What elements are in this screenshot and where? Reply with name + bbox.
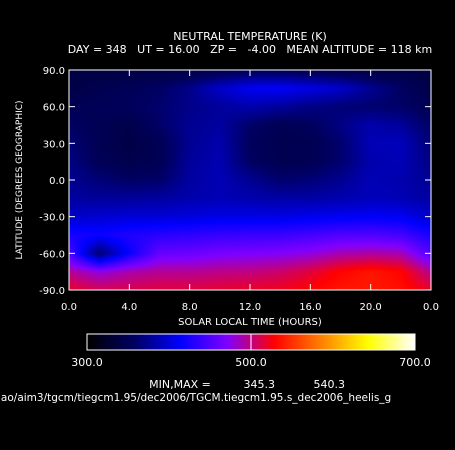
min-value: 345.3 [244, 378, 276, 391]
x-axis-ticks: 0.0 4.0 8.0 12.0 16.0 20.0 0.0 [61, 70, 439, 313]
x-tick-label: 0.0 [61, 302, 77, 313]
y-axis-label: LATITUDE (DEGREES GEOGRAPHIC) [15, 100, 25, 259]
colorbar-tick-label: 700.0 [399, 356, 431, 369]
heatmap-plot-area [69, 70, 431, 290]
colorbar-tick-label: 500.0 [235, 356, 267, 369]
y-tick-label: -60.0 [39, 249, 65, 260]
minmax-label: MIN,MAX = [149, 378, 211, 391]
chart-subtitle: DAY = 348 UT = 16.00 ZP = -4.00 MEAN ALT… [68, 43, 432, 56]
x-tick-label: 0.0 [423, 302, 439, 313]
y-tick-label: 30.0 [43, 139, 65, 150]
max-value: 540.3 [314, 378, 346, 391]
y-axis-ticks: 90.0 60.0 30.0 0.0 -30.0 -60.0 -90.0 [39, 66, 431, 297]
y-tick-label: 0.0 [49, 176, 65, 187]
x-tick-label: 4.0 [121, 302, 137, 313]
x-tick-label: 8.0 [182, 302, 198, 313]
y-tick-label: -90.0 [39, 286, 65, 297]
y-tick-label: -30.0 [39, 213, 65, 224]
y-tick-label: 60.0 [43, 103, 65, 114]
chart-title: NEUTRAL TEMPERATURE (K) [173, 30, 327, 43]
y-tick-label: 90.0 [43, 66, 65, 77]
x-tick-label: 16.0 [299, 302, 321, 313]
colorbar-tick-label: 300.0 [71, 356, 103, 369]
footer-path: lao/aim3/tgcm/tiegcm1.95/dec2006/TGCM.ti… [0, 392, 391, 404]
heatmap-canvas [69, 70, 431, 290]
x-tick-label: 12.0 [239, 302, 261, 313]
colorbar-ticks: 300.0 500.0 700.0 [71, 334, 431, 369]
x-tick-label: 20.0 [360, 302, 382, 313]
x-axis-label: SOLAR LOCAL TIME (HOURS) [178, 317, 322, 328]
